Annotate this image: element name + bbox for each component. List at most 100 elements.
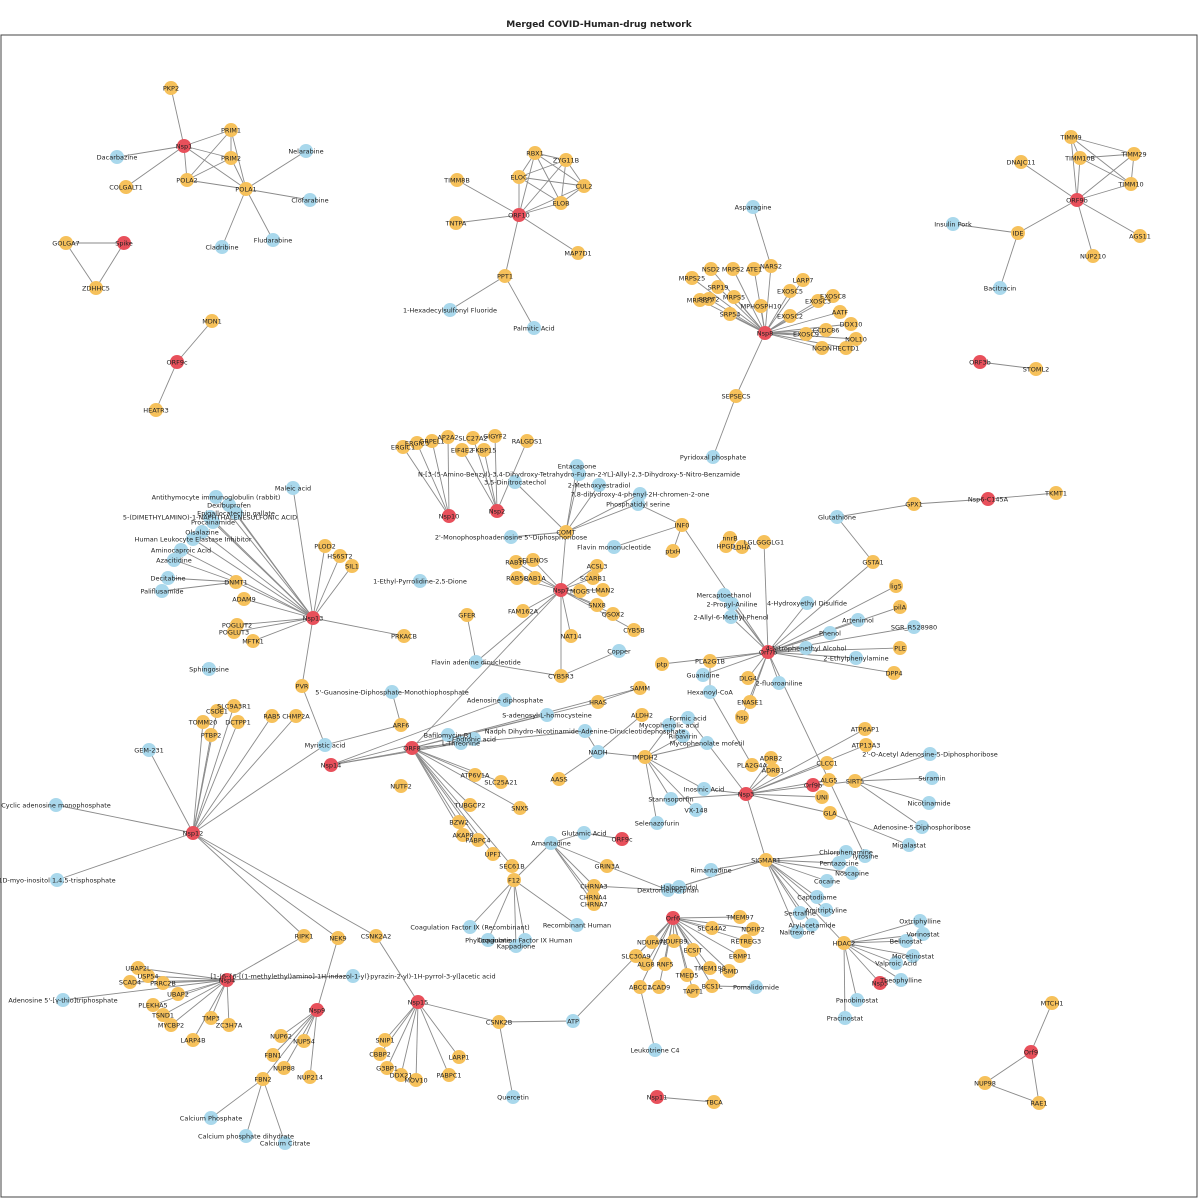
node-label: Rimantadine — [690, 867, 731, 875]
human-node — [256, 1072, 270, 1086]
human-node — [606, 607, 620, 621]
node-label: GPX1 — [905, 501, 923, 509]
edge — [854, 780, 930, 804]
node-label: COLGALT1 — [109, 184, 143, 192]
edge — [730, 616, 769, 653]
edge — [534, 152, 585, 187]
node-label: SELENOS — [518, 557, 548, 565]
drug-node — [572, 467, 586, 481]
edge — [735, 332, 766, 397]
human-node — [510, 571, 524, 585]
human-node — [492, 1015, 506, 1029]
node-label: 2-Allyl-6-Methyl-Phenol — [693, 614, 768, 622]
human-node — [507, 873, 521, 887]
node-label: S-adenosyl-L-homocysteine — [502, 712, 592, 720]
node-label: AP2A2 — [437, 434, 458, 442]
node-label: PLEKHA5 — [138, 1002, 167, 1010]
node-label: MTCH1 — [1041, 1000, 1064, 1008]
node-label: GIGYF2 — [483, 433, 507, 441]
human-node — [739, 934, 753, 948]
node-label: 5'-Guanosine-Diphosphate-Monothiophospha… — [315, 689, 468, 697]
node-label: Migalastat — [892, 842, 926, 850]
node-label: Pentazocine — [819, 860, 858, 868]
drug-node — [481, 933, 495, 947]
node-layer — [49, 81, 1147, 1150]
drug-node — [838, 1011, 852, 1025]
edge — [560, 159, 567, 204]
node-label: RAB5C — [506, 575, 528, 583]
human-node — [164, 1018, 178, 1032]
node-label: Spike — [115, 240, 133, 248]
edge — [658, 917, 674, 988]
human-node — [833, 305, 847, 319]
node-label: SIL1 — [345, 563, 359, 571]
drug-node — [506, 1090, 520, 1104]
human-node — [685, 271, 699, 285]
human-node — [227, 699, 241, 713]
node-label: NADH — [588, 749, 607, 757]
viral-node — [411, 995, 425, 1009]
edge — [411, 747, 502, 783]
node-label: PLA2G4A — [737, 762, 767, 770]
human-node — [658, 957, 672, 971]
node-label: Orf9 — [1024, 1049, 1038, 1057]
drug-node — [858, 849, 872, 863]
node-label: Stannsoporfin — [648, 796, 693, 804]
node-label: HRAS — [589, 699, 607, 707]
node-label: TBCA — [704, 1099, 723, 1107]
node-label: EXOSC9 — [793, 331, 819, 339]
node-label: Nsp4 — [219, 977, 236, 985]
node-label: F12 — [508, 877, 520, 885]
human-node — [1032, 1096, 1046, 1110]
human-node — [849, 332, 863, 346]
edge — [469, 879, 515, 928]
human-node — [586, 571, 600, 585]
human-node — [559, 153, 573, 167]
node-label: FAM162A — [508, 608, 539, 616]
drug-node — [772, 676, 786, 690]
edge — [764, 279, 804, 334]
edge — [62, 979, 228, 1001]
drug-node — [441, 728, 455, 742]
edge — [466, 614, 477, 663]
node-label: EIF4E2 — [451, 447, 473, 455]
drug-node — [204, 1111, 218, 1125]
viral-node — [405, 741, 419, 755]
human-node — [703, 654, 717, 668]
node-label: MDN1 — [202, 318, 222, 326]
node-label: NUP214 — [297, 1074, 323, 1082]
edge — [843, 920, 921, 944]
node-label: Calcium Citrate — [260, 1140, 310, 1148]
human-node — [210, 704, 224, 718]
drug-node — [110, 150, 124, 164]
node-label: ATP6V1A — [461, 772, 491, 780]
human-node — [455, 443, 469, 457]
edge — [767, 626, 915, 653]
edge — [324, 724, 402, 746]
node-label: SGR_R528980 — [891, 624, 937, 632]
drug-node — [570, 918, 584, 932]
drug-node — [631, 497, 645, 511]
edge — [764, 332, 823, 349]
edge — [749, 651, 769, 703]
node-label: Belinostat — [890, 938, 923, 946]
edge — [560, 650, 620, 677]
node-label: MAP7D1 — [564, 250, 591, 258]
edge — [417, 1001, 450, 1076]
edge — [644, 756, 658, 824]
node-label: Chlorphenamine — [819, 849, 873, 857]
drug-node — [913, 914, 927, 928]
human-node — [289, 709, 303, 723]
node-label: Sphingosine — [189, 666, 229, 674]
edge — [765, 859, 853, 874]
drug-node — [56, 993, 70, 1007]
edge — [764, 265, 772, 334]
viral-node — [973, 355, 987, 369]
human-node — [146, 998, 160, 1012]
edge — [95, 242, 125, 289]
human-node — [733, 949, 747, 963]
drug-node — [706, 450, 720, 464]
edge — [764, 329, 827, 334]
human-node — [559, 525, 573, 539]
node-label: 2-Methoxyestradiol — [568, 482, 631, 490]
